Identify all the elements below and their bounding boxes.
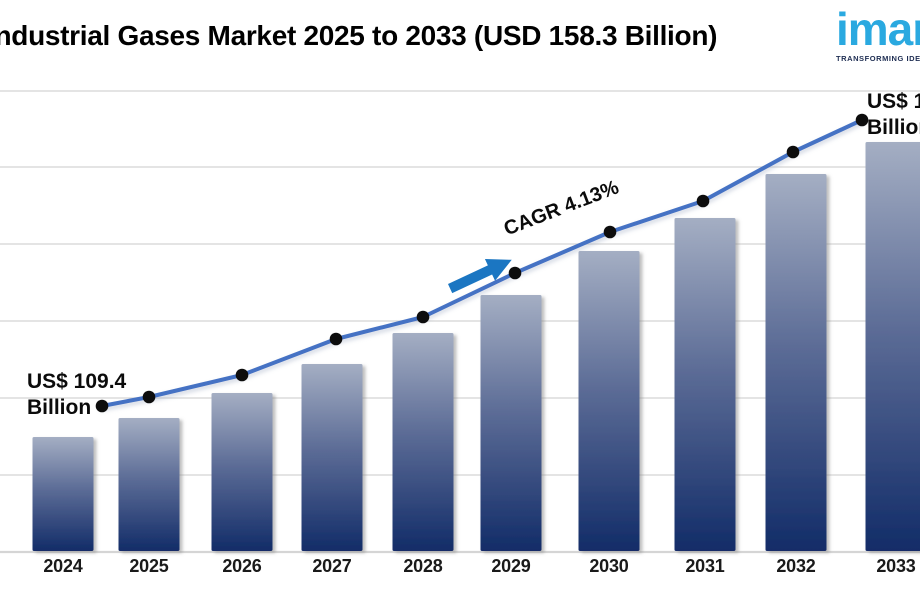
- start-value-annotation: US$ 109.4 Billion: [27, 369, 126, 421]
- x-axis-label-2031: 2031: [685, 556, 724, 576]
- x-axis-label-2026: 2026: [222, 556, 261, 576]
- data-point-2026: [235, 368, 249, 382]
- bar-2027: [301, 364, 363, 551]
- data-point-2025: [142, 390, 156, 404]
- imarc-logo: imarc TRANSFORMING IDEAS: [836, 3, 920, 63]
- bar-2028: [392, 333, 454, 551]
- data-point-2024: [95, 399, 109, 413]
- x-axis-label-2033: 2033: [876, 556, 915, 576]
- x-axis-label-2029: 2029: [491, 556, 530, 576]
- cagr-trend-arrow: [448, 259, 512, 294]
- data-point-2031: [696, 194, 710, 208]
- x-axis-label-2030: 2030: [589, 556, 628, 576]
- data-point-2029: [508, 266, 522, 280]
- bar-2030: [578, 251, 640, 551]
- start-value-line1: US$ 109.4: [27, 370, 127, 393]
- data-point-2030: [603, 225, 617, 239]
- imarc-logo-tagline: TRANSFORMING IDEAS: [836, 53, 920, 63]
- imarc-logo-brand: imarc: [836, 3, 920, 55]
- data-point-2027: [329, 332, 343, 346]
- x-axis-label-2024: 2024: [43, 556, 82, 576]
- start-value-line2: Billion: [27, 396, 92, 419]
- chart-title: Industrial Gases Market 2025 to 2033 (US…: [0, 20, 718, 51]
- data-point-2033: [855, 113, 869, 127]
- end-value-line2: Billion: [867, 116, 920, 139]
- trend-line: [100, 118, 864, 408]
- data-point-2032: [786, 145, 800, 159]
- bar-2024: [32, 437, 94, 551]
- x-axis-label-2027: 2027: [312, 556, 351, 576]
- bar-2025: [118, 418, 180, 551]
- end-value-line1: US$ 158.3: [867, 90, 920, 113]
- bar-2033: [865, 142, 920, 551]
- x-axis-label-2028: 2028: [403, 556, 442, 576]
- bar-2031: [674, 218, 736, 551]
- data-point-2028: [416, 310, 430, 324]
- end-value-annotation: US$ 158.3 Billion: [867, 89, 920, 141]
- x-axis-label-2032: 2032: [776, 556, 815, 576]
- bar-2029: [480, 295, 542, 551]
- bar-2026: [211, 393, 273, 551]
- bar-2032: [765, 174, 827, 551]
- x-axis-label-2025: 2025: [129, 556, 168, 576]
